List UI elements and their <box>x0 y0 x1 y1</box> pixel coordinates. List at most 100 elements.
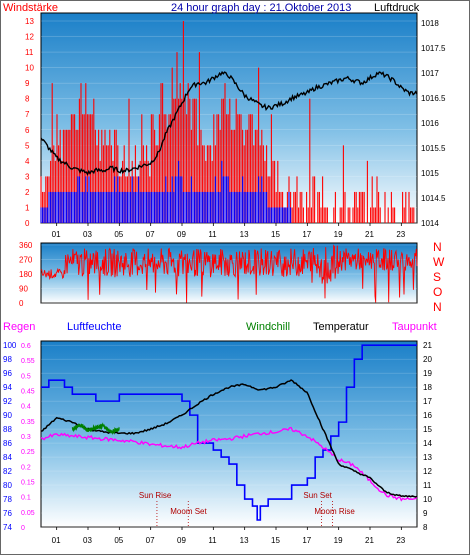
direction-tick-label: 0 <box>19 299 24 308</box>
rain-tick-label: 0.05 <box>21 510 35 517</box>
wind-tick-label: 10 <box>25 64 34 73</box>
x-tick-label: 13 <box>240 536 249 545</box>
pressure-tick-label: 1014 <box>421 219 439 228</box>
x-tick-label: 01 <box>52 230 61 239</box>
temperature-tick-label: 18 <box>423 383 432 392</box>
wind-tick-label: 13 <box>25 17 34 26</box>
wind-label: Windstärke <box>3 2 58 14</box>
temperature-tick-label: 12 <box>423 467 432 476</box>
wind-tick-label: 3 <box>25 172 30 181</box>
x-tick-label: 15 <box>271 536 280 545</box>
wind-tick-label: 1 <box>25 203 30 212</box>
wind-tick-label: 9 <box>25 79 30 88</box>
x-tick-label: 05 <box>114 230 123 239</box>
x-tick-label: 03 <box>83 230 92 239</box>
rain-tick-label: 0.35 <box>21 419 35 426</box>
compass-label: S <box>433 270 441 284</box>
pressure-tick-label: 1017 <box>421 69 439 78</box>
pressure-label: Luftdruck <box>374 2 420 14</box>
x-tick-label: 07 <box>146 536 155 545</box>
rain-tick-label: 0.6 <box>21 343 31 350</box>
x-tick-label: 03 <box>83 536 92 545</box>
humidity-tick-label: 80 <box>3 481 12 490</box>
compass-label: W <box>433 255 445 269</box>
wind-tick-label: 8 <box>25 95 30 104</box>
event-label: Sun Set <box>303 491 332 500</box>
humidity-tick-label: 92 <box>3 397 12 406</box>
rain-tick-label: 0.4 <box>21 404 31 411</box>
windchill-line <box>71 422 120 436</box>
x-tick-label: 11 <box>208 230 217 239</box>
rain-tick-label: 0.1 <box>21 495 31 502</box>
wind-pressure-chart: 01234567891011121310141014.510151015.510… <box>25 17 446 239</box>
humidity-tick-label: 76 <box>3 509 12 518</box>
humidity-label: Luftfeuchte <box>67 321 121 333</box>
humidity-tick-label: 98 <box>3 355 12 364</box>
temperature-label: Temperatur <box>313 321 369 333</box>
event-label: Sun Rise <box>139 491 172 500</box>
x-tick-label: 07 <box>146 230 155 239</box>
humidity-tick-label: 82 <box>3 467 12 476</box>
x-tick-label: 09 <box>177 536 186 545</box>
temperature-tick-label: 13 <box>423 453 432 462</box>
temperature-tick-label: 19 <box>423 369 432 378</box>
temperature-tick-label: 14 <box>423 439 432 448</box>
wind-tick-label: 0 <box>25 219 30 228</box>
compass-label: O <box>433 285 442 299</box>
x-tick-label: 17 <box>302 536 311 545</box>
temperature-tick-label: 15 <box>423 425 432 434</box>
rain-tick-label: 0.45 <box>21 389 35 396</box>
humidity-tick-label: 90 <box>3 411 12 420</box>
temperature-tick-label: 21 <box>423 341 432 350</box>
pressure-tick-label: 1014.5 <box>421 194 446 203</box>
humidity-tick-label: 94 <box>3 383 12 392</box>
wind-tick-label: 6 <box>25 126 30 135</box>
x-tick-label: 21 <box>365 230 374 239</box>
compass-label: N <box>433 240 442 254</box>
temperature-tick-label: 10 <box>423 495 432 504</box>
wind-tick-label: 4 <box>25 157 30 166</box>
pressure-tick-label: 1015.5 <box>421 144 446 153</box>
x-tick-label: 09 <box>177 230 186 239</box>
x-tick-label: 19 <box>334 536 343 545</box>
pressure-tick-label: 1016.5 <box>421 94 446 103</box>
humidity-tick-label: 96 <box>3 369 12 378</box>
rain-tick-label: 0.3 <box>21 434 31 441</box>
wind-tick-label: 12 <box>25 33 34 42</box>
wind-tick-label: 5 <box>25 141 30 150</box>
direction-tick-label: 180 <box>19 270 33 279</box>
temperature-tick-label: 8 <box>423 523 428 532</box>
rain-tick-label: 0.5 <box>21 373 31 380</box>
pressure-tick-label: 1018 <box>421 19 439 28</box>
temperature-tick-label: 16 <box>423 411 432 420</box>
event-label: Moom Rise <box>314 507 355 516</box>
windchill-label: Windchill <box>246 321 290 333</box>
pressure-tick-label: 1016 <box>421 119 439 128</box>
x-tick-label: 23 <box>396 536 405 545</box>
humidity-line <box>41 344 417 521</box>
wind-direction-line <box>40 244 418 303</box>
humidity-tick-label: 86 <box>3 439 12 448</box>
x-tick-label: 17 <box>302 230 311 239</box>
direction-tick-label: 90 <box>19 285 28 294</box>
direction-tick-label: 270 <box>19 256 33 265</box>
pressure-line <box>40 70 418 176</box>
rain-tick-label: 0.25 <box>21 449 35 456</box>
x-tick-label: 01 <box>52 536 61 545</box>
temperature-line <box>40 379 418 498</box>
x-tick-label: 23 <box>396 230 405 239</box>
rain-tick-label: 0.15 <box>21 480 35 487</box>
rain-label: Regen <box>3 321 35 333</box>
temperature-tick-label: 20 <box>423 355 432 364</box>
rain-tick-label: 0.2 <box>21 464 31 471</box>
rain-tick-label: 0.55 <box>21 358 35 365</box>
dewpoint-label: Taupunkt <box>392 321 437 333</box>
direction-tick-label: 360 <box>19 241 33 250</box>
humidity-tick-label: 100 <box>3 341 17 350</box>
humidity-tick-label: 84 <box>3 453 12 462</box>
event-label: Moom Set <box>170 507 207 516</box>
temperature-tick-label: 11 <box>423 481 432 490</box>
x-tick-label: 19 <box>334 230 343 239</box>
x-tick-label: 05 <box>114 536 123 545</box>
